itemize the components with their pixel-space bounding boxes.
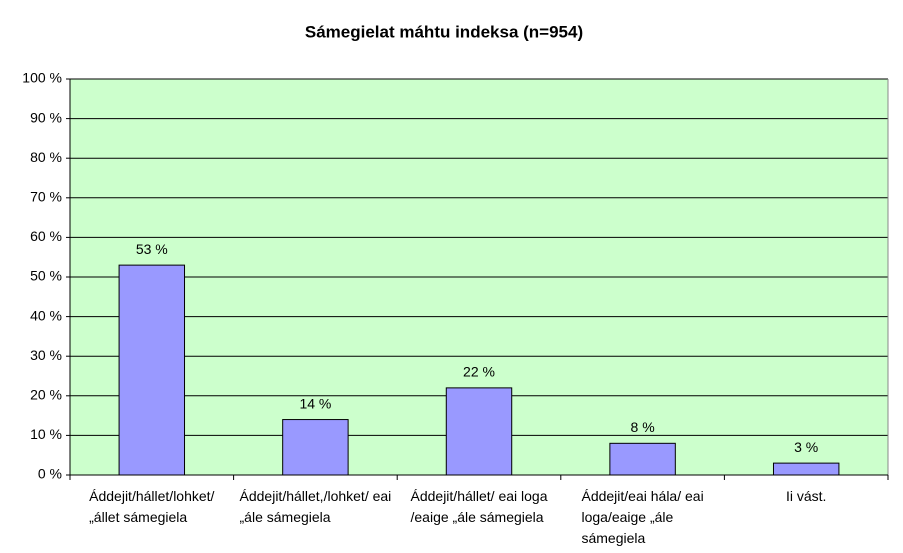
bar	[609, 442, 676, 476]
x-tick-label: Ii vást.	[786, 488, 826, 504]
data-label: 22 %	[463, 364, 495, 380]
data-label: 53 %	[136, 241, 168, 257]
y-tick-label: 90 %	[30, 109, 62, 125]
data-label: 3 %	[794, 439, 818, 455]
x-tick-label: Áddejit/hállet,/lohket/ eai „ále sámegiel…	[240, 488, 392, 525]
bar	[772, 462, 840, 476]
y-tick-label: 60 %	[30, 228, 62, 244]
y-tick-label: 70 %	[30, 189, 62, 205]
bar	[118, 264, 186, 476]
chart-title: Sámegielat máhtu indeksa (n=954)	[305, 22, 583, 41]
y-tick-label: 80 %	[30, 149, 62, 165]
bar	[282, 419, 349, 476]
y-tick-label: 30 %	[30, 347, 62, 363]
x-tick-label: Áddejit/hállet/ eai loga/eaige „ále sáme…	[411, 488, 548, 525]
x-tick-label: Áddejit/eai hála/ eai loga/eaige „ále sáme…	[581, 488, 703, 546]
y-tick-label: 10 %	[30, 426, 62, 442]
y-tick-label: 40 %	[30, 307, 62, 323]
y-tick-label: 50 %	[30, 268, 62, 284]
data-label: 8 %	[631, 419, 655, 435]
x-tick-label: Áddejit/hállet/lohket/„állet sámegiela	[89, 488, 214, 525]
data-label: 14 %	[299, 395, 331, 411]
bar	[445, 387, 513, 476]
y-tick-label: 20 %	[30, 387, 62, 403]
y-tick-label: 100 %	[22, 70, 62, 86]
y-tick-label: 0 %	[38, 466, 62, 482]
